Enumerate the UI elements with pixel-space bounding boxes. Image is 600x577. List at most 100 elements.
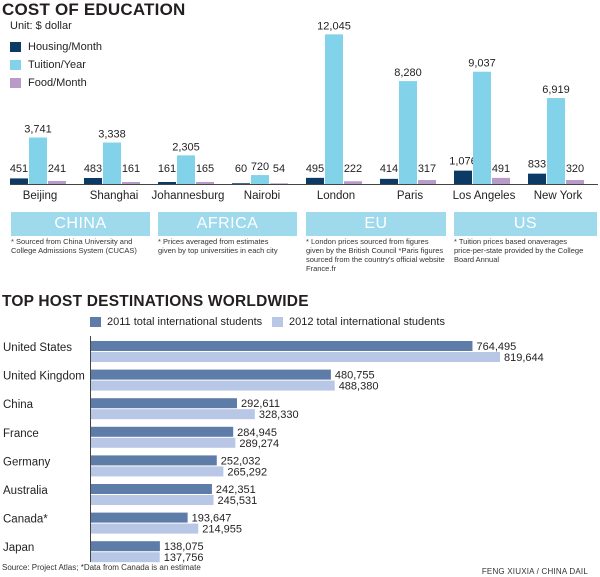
data-label-housing-7: 1,076	[449, 156, 477, 168]
data-label-food-6: 317	[418, 163, 436, 175]
data-label-2011-2: 480,755	[335, 370, 375, 382]
bar-2011-5	[91, 455, 217, 466]
bar-2011-8	[91, 541, 160, 552]
legend-label-tuition: Tuition/Year	[28, 59, 86, 71]
legend-label-2011: 2011 total international students	[107, 316, 263, 328]
data-label-tuition-6: 8,280	[394, 67, 422, 79]
bar-2012-1	[91, 352, 500, 362]
legend-2012: 2012 total international students	[272, 316, 445, 328]
bar-food-8	[566, 180, 584, 184]
data-label-2012-2: 488,380	[339, 381, 379, 393]
data-label-food-2: 161	[122, 163, 140, 175]
bar-2012-8	[91, 552, 160, 563]
data-label-food-7: 491	[492, 163, 510, 175]
data-label-2011-3: 292,611	[241, 398, 280, 410]
bar-2011-2	[91, 369, 331, 380]
legend-label-housing: Housing/Month	[28, 41, 102, 53]
data-label-2011-4: 284,945	[237, 427, 277, 439]
category-label-8: New York	[534, 190, 583, 202]
region-bar-eu: EU	[306, 212, 446, 236]
bar-tuition-7	[473, 71, 491, 184]
data-label-housing-8: 833	[528, 159, 546, 171]
region-bar-africa: AFRICA	[158, 212, 297, 236]
bar-2011-3	[91, 398, 238, 409]
region-bar-china: CHINA	[11, 212, 150, 236]
cost-chart: 451 3,741 241 Beijing 483 3,338 161 Shanghai 161…	[10, 20, 598, 202]
unit-label: Unit: $ dollar	[10, 20, 72, 32]
data-label-housing-1: 451	[10, 163, 28, 175]
category-label-6: Paris	[397, 190, 423, 202]
data-label-2012-8: 137,756	[164, 552, 204, 564]
bar-tuition-6	[399, 81, 417, 184]
bar-tuition-3	[177, 155, 195, 184]
legend-label-2012: 2012 total international students	[289, 316, 445, 328]
category-label-2: Shanghai	[90, 190, 139, 202]
data-label-2011-1: 764,495	[476, 341, 516, 353]
data-label-tuition-2: 3,338	[98, 129, 126, 141]
data-label-housing-3: 161	[158, 163, 176, 175]
category-label-5: London	[317, 190, 355, 202]
data-label-tuition-4: 720	[251, 161, 269, 173]
data-label-tuition-8: 6,919	[542, 84, 570, 96]
bar-housing-6	[380, 178, 398, 184]
bar-housing-7	[454, 170, 472, 184]
data-label-2012-5: 265,292	[227, 466, 267, 478]
data-label-2012-3: 328,330	[259, 409, 299, 421]
data-label-tuition-5: 12,045	[317, 20, 351, 32]
legend-swatch-tuition	[10, 60, 21, 70]
category-label-5: Germany	[3, 456, 51, 468]
category-label-7: Los Angeles	[453, 190, 516, 202]
data-label-housing-5: 495	[306, 163, 324, 175]
region-bar-us: US	[454, 212, 597, 236]
data-label-food-5: 222	[344, 163, 362, 175]
bar-housing-4	[232, 183, 250, 184]
bar-food-7	[492, 177, 510, 184]
note-china: * Sourced from China University and Coll…	[11, 237, 137, 255]
data-label-2012-4: 289,274	[239, 438, 279, 450]
legend-swatch-2011	[90, 317, 101, 327]
bar-tuition-8	[547, 98, 565, 184]
data-label-2012-7: 214,955	[202, 524, 242, 536]
bar-tuition-2	[103, 142, 121, 184]
legend-swatch-housing	[10, 42, 21, 52]
legend-swatch-2012	[272, 317, 283, 327]
category-label-3: Johannesburg	[152, 190, 225, 202]
bar-tuition-1	[29, 137, 47, 184]
data-label-tuition-3: 2,305	[172, 141, 200, 153]
bar-tuition-5	[325, 34, 343, 184]
bar-food-2	[122, 181, 140, 184]
data-label-food-1: 241	[48, 163, 66, 175]
legend-cost: Housing/Month Tuition/Year Food/Month	[10, 38, 102, 92]
bar-2012-4	[91, 437, 236, 448]
data-label-food-8: 320	[566, 163, 584, 175]
data-label-housing-2: 483	[84, 163, 102, 175]
legend-item-tuition: Tuition/Year	[10, 56, 102, 74]
bar-tuition-4	[251, 175, 269, 184]
bar-2011-7	[91, 512, 188, 523]
data-label-housing-4: 60	[235, 163, 247, 175]
source-note: Source: Project Atlas; *Data from Canada…	[2, 563, 201, 572]
chart1-title: COST OF EDUCATION	[2, 0, 186, 19]
category-label-4: Nairobi	[244, 190, 280, 202]
category-label-8: Japan	[3, 542, 34, 554]
bar-food-1	[48, 181, 66, 184]
bar-housing-3	[158, 181, 176, 184]
bar-2012-7	[91, 523, 199, 534]
bar-2012-2	[91, 380, 335, 391]
bar-food-5	[344, 181, 362, 184]
data-label-2011-7: 193,647	[192, 513, 232, 525]
data-label-2012-1: 819,644	[504, 352, 544, 364]
data-label-2011-8: 138,075	[164, 541, 204, 553]
note-eu: * London prices sourced from figures giv…	[306, 237, 445, 273]
category-label-3: China	[3, 399, 34, 411]
bar-2012-3	[91, 409, 255, 420]
bar-2012-6	[91, 495, 214, 505]
data-label-2011-5: 252,032	[221, 455, 261, 467]
legend-2011: 2011 total international students	[90, 316, 262, 328]
legend-swatch-food	[10, 78, 21, 88]
bar-housing-5	[306, 177, 324, 184]
data-label-food-4: 54	[273, 163, 285, 175]
data-label-food-3: 165	[196, 163, 214, 175]
category-label-6: Australia	[3, 485, 48, 497]
